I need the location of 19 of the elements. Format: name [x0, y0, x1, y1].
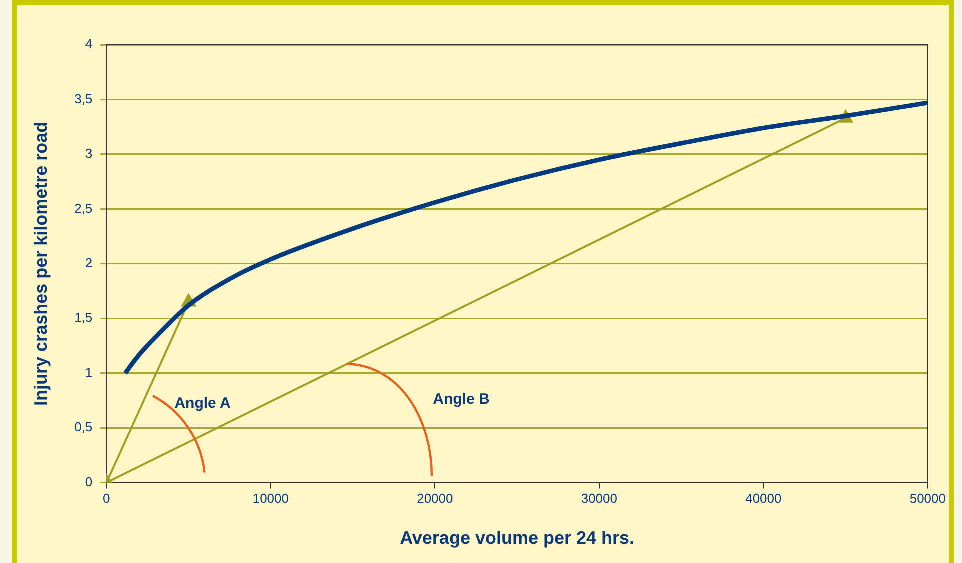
y-tick-label: 1,5	[74, 310, 93, 326]
y-tick-label: 3	[85, 146, 93, 162]
x-tick-label: 10000	[252, 491, 289, 506]
y-tick-label: 0	[85, 474, 93, 490]
y-tick-label: 0,5	[74, 420, 93, 435]
y-tick-label: 2,5	[74, 200, 93, 216]
y-tick-label: 4	[85, 36, 93, 52]
x-tick-label: 50000	[910, 491, 946, 506]
x-axis-title: Average volume per 24 hrs.	[400, 528, 635, 548]
x-tick-label: 0	[103, 491, 110, 506]
annotation: Angle A	[174, 395, 231, 412]
annotation: Angle B	[433, 390, 490, 408]
x-tick-label: 40000	[746, 491, 782, 506]
y-tick-label: 2	[85, 255, 93, 270]
y-tick-label: 3,5	[74, 91, 93, 106]
x-tick-label: 30000	[581, 491, 618, 506]
y-axis-title: Injury crashes per kilometre road	[30, 122, 51, 406]
y-tick-label: 1	[85, 364, 93, 380]
x-tick-label: 20000	[417, 491, 454, 506]
